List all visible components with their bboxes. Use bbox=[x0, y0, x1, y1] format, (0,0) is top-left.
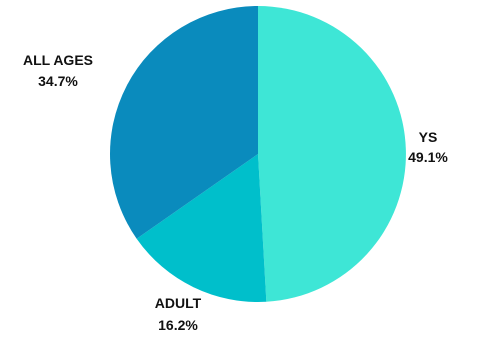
slice-label-all-ages-name: ALL AGES bbox=[23, 52, 93, 68]
pie-slice-adult bbox=[136, 154, 267, 302]
slice-label-ys-name: YS bbox=[419, 129, 438, 145]
pie-slice-all-ages bbox=[110, 6, 258, 239]
slice-label-all-ages-value: 34.7% bbox=[38, 73, 78, 89]
pie-labels: YS 49.1% ADULT 16.2% ALL AGES 34.7% bbox=[23, 52, 448, 333]
slice-label-adult-name: ADULT bbox=[155, 295, 202, 311]
slice-label-ys-value: 49.1% bbox=[408, 149, 448, 165]
slice-label-adult-value: 16.2% bbox=[158, 317, 198, 333]
pie-slice-ys bbox=[258, 6, 406, 302]
pie-slices bbox=[110, 6, 406, 302]
